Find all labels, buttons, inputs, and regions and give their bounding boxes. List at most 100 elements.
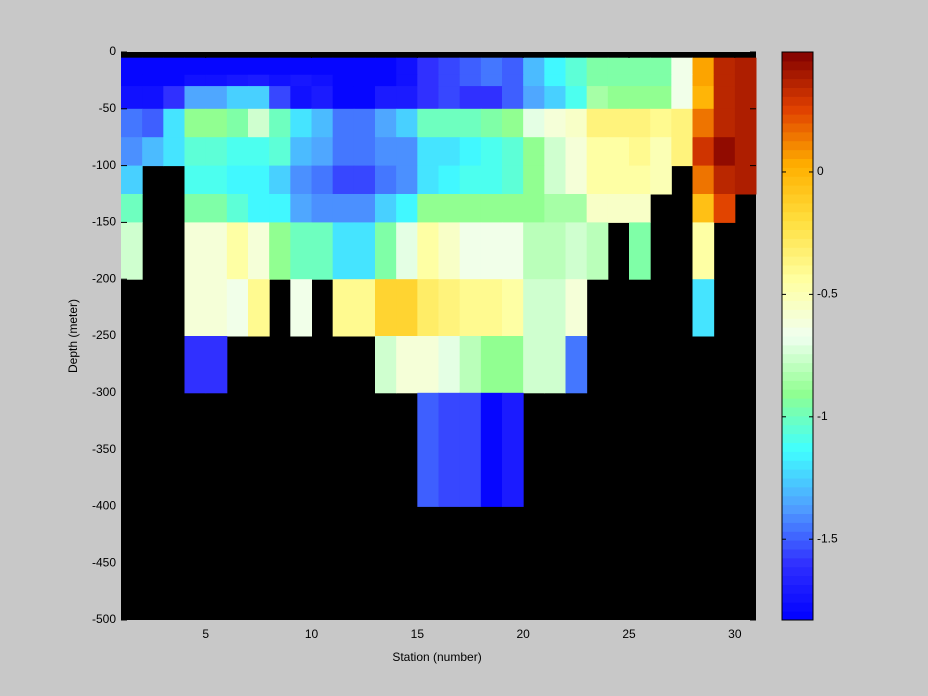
- heatmap-cell: [396, 86, 418, 110]
- heatmap-cell: [671, 74, 693, 87]
- colorbar-swatch: [782, 593, 813, 603]
- heatmap-cell: [734, 165, 757, 195]
- heatmap-cell: [629, 165, 651, 195]
- heatmap-cell: [544, 194, 566, 223]
- heatmap-cell: [290, 279, 312, 337]
- heatmap-cell: [523, 86, 545, 110]
- colorbar-swatch: [782, 211, 813, 222]
- heatmap-cell: [629, 194, 651, 223]
- heatmap-cell: [290, 74, 312, 87]
- heatmap-cell: [502, 74, 524, 87]
- heatmap-cell: [269, 137, 291, 167]
- heatmap-cell: [671, 108, 693, 138]
- heatmap-cell: [142, 108, 164, 138]
- heatmap-cell: [184, 336, 207, 394]
- heatmap-cell: [332, 194, 355, 223]
- heatmap-cell: [650, 86, 672, 110]
- heatmap-cell: [121, 222, 143, 280]
- heatmap-cell: [163, 74, 185, 87]
- heatmap-cell: [480, 279, 503, 337]
- heatmap-cell: [586, 108, 609, 138]
- heatmap-cell: [396, 57, 418, 76]
- colorbar-swatch: [782, 478, 813, 488]
- heatmap-cell: [332, 108, 355, 138]
- heatmap-cell: [438, 165, 461, 195]
- heatmap-cell: [480, 194, 503, 223]
- colorbar-swatch: [782, 398, 813, 408]
- heatmap-cell: [713, 165, 736, 195]
- colorbar-swatch: [782, 549, 813, 559]
- colorbar-swatch: [782, 415, 813, 426]
- heatmap-cell: [713, 137, 736, 167]
- heatmap-cell: [734, 86, 757, 110]
- heatmap-cell: [248, 222, 270, 280]
- heatmap-cell: [502, 392, 524, 507]
- colorbar-swatch: [782, 336, 813, 346]
- colorbar-swatch: [782, 469, 813, 479]
- heatmap-cell: [438, 74, 461, 87]
- y-tick-label: -400: [92, 499, 116, 513]
- heatmap-cell: [184, 74, 207, 87]
- heatmap-cell: [459, 74, 482, 87]
- heatmap-cell: [629, 57, 651, 76]
- heatmap-cell: [142, 57, 164, 76]
- heatmap-cell: [353, 279, 376, 337]
- heatmap-cell: [480, 222, 503, 280]
- heatmap-cell: [502, 137, 524, 167]
- heatmap-cell: [459, 336, 482, 394]
- y-tick-label: -100: [92, 158, 116, 172]
- heatmap-cell: [290, 222, 312, 280]
- heatmap-cell: [544, 165, 566, 195]
- heatmap-cell: [290, 86, 312, 110]
- heatmap-cell: [692, 222, 715, 280]
- colorbar-swatch: [782, 442, 813, 452]
- heatmap-cell: [544, 74, 566, 87]
- x-tick-label: 25: [622, 627, 636, 641]
- heatmap-cell: [459, 165, 482, 195]
- y-tick-label: -500: [92, 612, 116, 626]
- heatmap-cell: [544, 279, 566, 337]
- colorbar-swatch: [782, 557, 813, 568]
- heatmap-cell: [353, 194, 376, 223]
- heatmap-cell: [332, 165, 355, 195]
- colorbar-swatch: [782, 105, 813, 115]
- heatmap-cell: [480, 392, 503, 507]
- x-tick-label: 10: [305, 627, 319, 641]
- heatmap-cell: [290, 137, 312, 167]
- heatmap-cell: [565, 165, 588, 195]
- heatmap-cell: [502, 194, 524, 223]
- heatmap-cell: [205, 57, 228, 76]
- heatmap-cell: [121, 108, 143, 138]
- colorbar-swatch: [782, 531, 813, 541]
- heatmap-cell: [438, 137, 461, 167]
- heatmap-cell: [417, 74, 439, 87]
- heatmap-cell: [565, 336, 588, 394]
- heatmap-cell: [205, 336, 228, 394]
- y-tick-label: -450: [92, 555, 116, 569]
- heatmap-cell: [734, 108, 757, 138]
- x-tick-label: 5: [202, 627, 209, 641]
- heatmap-cell: [692, 165, 715, 195]
- heatmap-cell: [184, 86, 207, 110]
- heatmap-cell: [269, 222, 291, 280]
- heatmap-cell: [607, 57, 630, 76]
- x-tick-label: 20: [516, 627, 530, 641]
- heatmap-cell: [375, 336, 397, 394]
- heatmap-cell: [248, 74, 270, 87]
- heatmap-cell: [332, 279, 355, 337]
- heatmap-cell: [311, 57, 334, 76]
- heatmap-cell: [502, 165, 524, 195]
- x-tick-label: 15: [411, 627, 425, 641]
- heatmap-cell: [290, 165, 312, 195]
- heatmap-cell: [163, 57, 185, 76]
- heatmap-cell: [734, 57, 757, 76]
- colorbar-swatch: [782, 407, 813, 417]
- heatmap-cell: [290, 57, 312, 76]
- heatmap-cell: [480, 57, 503, 76]
- heatmap-cell: [480, 74, 503, 87]
- heatmap-cell: [523, 279, 545, 337]
- heatmap-cell: [417, 137, 439, 167]
- heatmap-cell: [205, 222, 228, 280]
- heatmap-cell: [607, 86, 630, 110]
- heatmap-cell: [607, 108, 630, 138]
